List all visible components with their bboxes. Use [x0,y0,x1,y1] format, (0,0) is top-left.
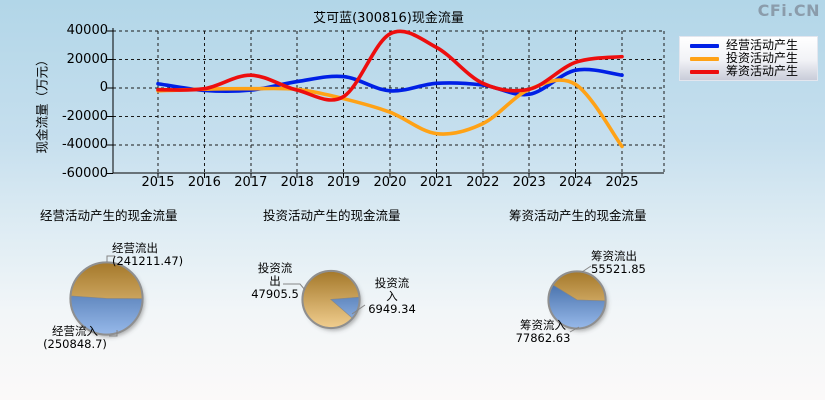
pie-label-经营流入: 经营流入 (250848.7) [43,324,107,351]
x-tick-label: 2021 [419,175,453,190]
legend-line-investing-icon [690,56,719,61]
pie-label-投资流出: 投资流 出 47905.5 [251,261,299,301]
legend-item-financing: 筹资活动产生 [690,65,817,78]
legend-label-operating: 经营活动产生 [726,38,799,52]
line-chart-title: 艾可蓝(300816)现金流量 [313,11,464,26]
legend-item-operating: 经营活动产生 [690,39,817,52]
pie-label-经营流出: 经营流出 (241211.47) [112,241,184,268]
series-investing-line [156,78,624,149]
y-tick-label: -40000 [61,137,108,152]
x-tick-label: 2019 [327,175,361,190]
pie-title-investing: 投资活动产生的现金流量 [263,208,401,223]
x-tick-label: 2023 [512,175,546,190]
legend-label-financing: 筹资活动产生 [726,64,799,78]
cfi-logo[interactable]: CFi.CN [757,1,820,20]
pie-operating-slice-outflow [70,262,143,300]
pie-label-筹资流入: 筹资流入 77862.63 [515,318,571,345]
x-tick-label: 2017 [234,175,268,190]
y-tick-label: -60000 [61,165,108,181]
y-tick-label: 40000 [66,23,108,38]
x-tick-label: 2016 [187,175,221,190]
pie-financing [547,270,608,331]
line-chart-grid [113,30,665,173]
pie-operating [69,261,145,337]
legend-item-investing: 投资活动产生 [690,52,817,65]
pie-label-筹资流出: 筹资流出 55521.85 [591,249,646,276]
line-chart-axes [107,28,664,178]
series-operating-line [156,67,624,97]
x-tick-label: 2020 [373,175,407,190]
pie-investing [301,269,362,331]
y-tick-label: 0 [99,80,108,95]
pie-title-financing: 筹资活动产生的现金流量 [509,208,647,223]
y-axis-title: 现金流量（万元） [34,53,50,154]
legend-label-investing: 投资活动产生 [726,51,799,65]
pie-title-operating: 经营活动产生的现金流量 [40,208,178,223]
pie-callout-lines [106,255,592,337]
y-tick-label: 20000 [66,51,108,67]
y-tick-label: -20000 [61,108,108,124]
x-tick-label: 2018 [280,175,314,190]
legend-line-operating-icon [690,43,719,48]
x-tick-label: 2022 [466,175,500,190]
x-tick-label: 2025 [605,175,639,190]
x-tick-label: 2015 [141,175,175,190]
legend: 经营活动产生 投资活动产生 筹资活动产生 [679,36,818,81]
series-financing-line [156,29,624,102]
x-tick-label: 2024 [559,175,593,190]
pie-label-投资流入: 投资流 入 6949.34 [368,276,416,316]
legend-line-financing-icon [690,69,719,74]
